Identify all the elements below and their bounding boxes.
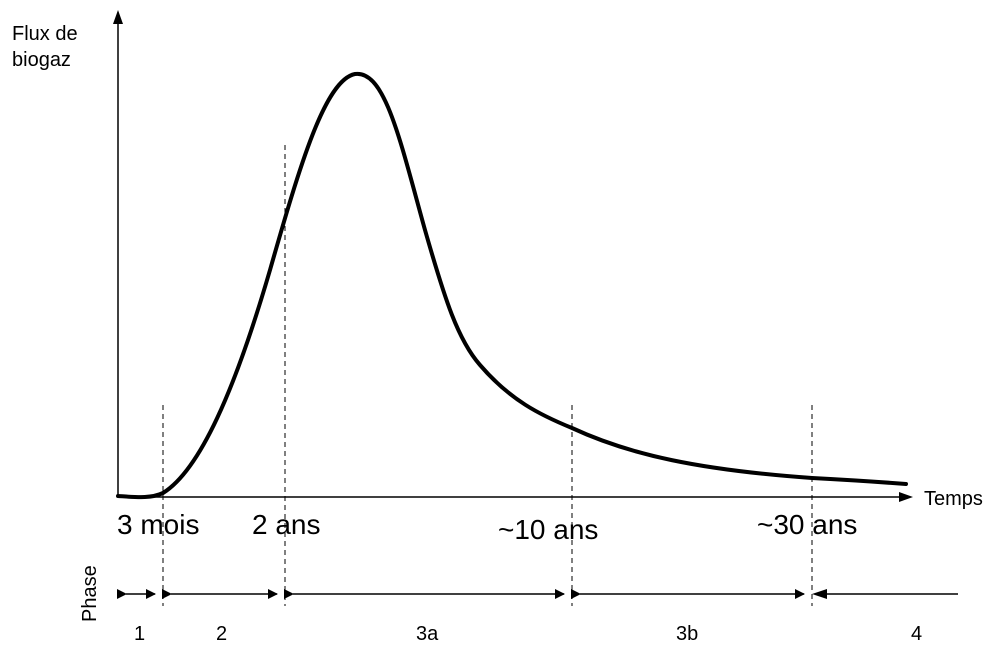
x-axis-arrowhead [899,492,913,502]
phase-label-3b: 3b [676,623,699,645]
phase-label-2: 2 [216,623,228,645]
y-axis-label-line2: biogaz [12,49,71,71]
phase-label-1: 1 [134,623,146,645]
time-mark-2-ans: 2 ans [252,509,321,540]
x-axis-label: Temps [924,488,983,510]
y-axis-label-line1: Flux de [12,23,78,45]
phase-title: Phase [79,565,101,622]
y-axis-arrowhead [113,10,123,24]
phase-label-4: 4 [911,623,923,645]
time-mark-10-ans: ~10 ans [498,514,599,545]
phase-arrow-4-head [812,589,827,599]
biogas-flux-curve [116,71,908,500]
phase-label-3a: 3a [416,623,439,645]
time-mark-30-ans: ~30 ans [757,509,858,540]
time-mark-3-mois: 3 mois [117,509,200,540]
